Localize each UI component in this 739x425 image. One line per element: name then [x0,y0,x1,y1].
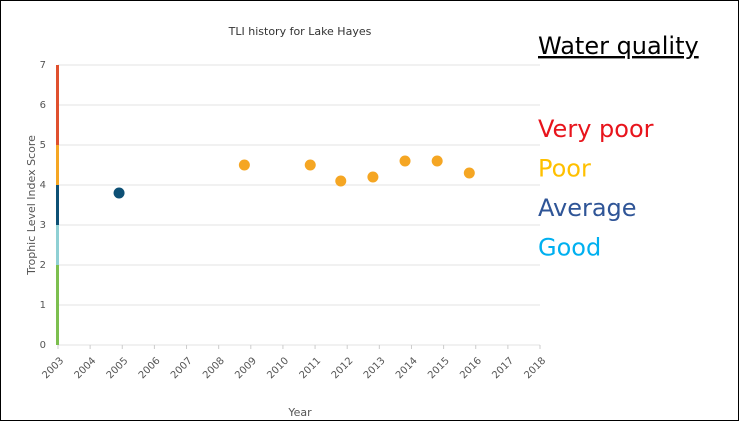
x-tick-label: 2012 [330,355,356,381]
data-point [335,175,347,187]
x-tick-label: 2006 [137,355,163,381]
y-axis-band [56,185,59,225]
y-axis-label: Trophic Level Index Score [25,135,38,276]
y-tick-label: 5 [40,140,46,151]
y-tick-label: 6 [40,100,46,111]
y-tick-label: 7 [40,60,46,71]
data-point [238,159,250,171]
data-point [367,171,379,183]
x-tick-label: 2016 [458,355,484,381]
y-axis-band [56,265,59,345]
y-tick-label: 3 [40,220,46,231]
x-tick-label: 2007 [169,355,195,381]
x-tick-label: 2018 [522,355,548,381]
legend-entry: Average [538,194,637,222]
legend-title: Water quality [538,32,699,60]
data-point [399,155,411,167]
legend-entry: Poor [538,155,591,183]
chart-title: TLI history for Lake Hayes [228,25,372,38]
x-tick-label: 2011 [298,355,324,381]
data-point [463,167,475,179]
y-axis-band [56,65,59,145]
data-point [113,187,125,199]
x-tick-label: 2017 [490,355,516,381]
data-point [304,159,316,171]
x-tick-label: 2003 [40,355,66,381]
x-tick-label: 2005 [105,355,131,381]
x-tick-label: 2008 [201,355,227,381]
y-tick-label: 0 [40,340,46,351]
y-tick-label: 1 [40,300,46,311]
x-tick-label: 2014 [394,355,420,381]
legend-entry: Good [538,234,601,262]
x-tick-label: 2015 [426,355,452,381]
y-axis-band [56,225,59,265]
legend-entry: Very poor [538,115,654,143]
data-point [431,155,443,167]
y-axis-band [56,145,59,185]
x-axis-label: Year [287,406,312,419]
x-tick-label: 2004 [73,355,99,381]
y-tick-label: 2 [40,260,46,271]
x-tick-label: 2009 [233,355,259,381]
x-tick-label: 2013 [362,355,388,381]
y-tick-label: 4 [40,180,46,191]
x-tick-label: 2010 [265,355,291,381]
